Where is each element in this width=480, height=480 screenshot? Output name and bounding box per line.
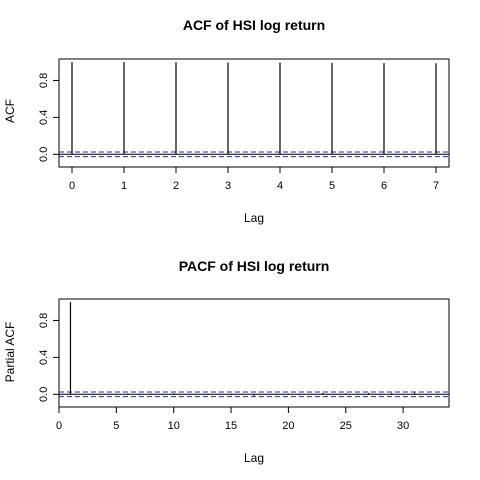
acf-y-tick-label: 0.0 — [38, 147, 50, 162]
pacf-y-tick-label: 0.0 — [38, 387, 50, 402]
pacf-panel: PACF of HSI log return Lag Partial ACF 0… — [3, 258, 450, 465]
pacf-plot-frame — [58, 298, 450, 408]
pacf-y-axis-label: Partial ACF — [3, 322, 17, 383]
pacf-x-tick-label: 15 — [225, 420, 237, 432]
pacf-x-tick-label: 25 — [340, 420, 352, 432]
pacf-x-tick-label: 30 — [397, 420, 409, 432]
acf-y-axis-label: ACF — [3, 99, 17, 123]
acf-y-tick-label: 0.4 — [38, 110, 50, 125]
pacf-y-tick-label: 0.4 — [38, 350, 50, 365]
acf-x-tick-label: 4 — [277, 180, 283, 192]
acf-x-tick-label: 5 — [329, 180, 335, 192]
acf-x-tick-label: 7 — [433, 180, 439, 192]
acf-x-tick-label: 1 — [121, 180, 127, 192]
pacf-x-tick-label: 10 — [168, 420, 180, 432]
pacf-x-tick-label: 20 — [282, 420, 294, 432]
acf-x-axis-label: Lag — [244, 211, 264, 225]
acf-panel: ACF of HSI log return Lag ACF 0 1 2 3 4 5 6 7 0.… — [3, 17, 450, 225]
acf-x-tick-label: 0 — [69, 180, 75, 192]
pacf-y-tick-label: 0.8 — [38, 313, 50, 328]
acf-y-tick-label: 0.8 — [38, 73, 50, 88]
acf-x-tick-label: 2 — [173, 180, 179, 192]
pacf-title: PACF of HSI log return — [179, 258, 330, 274]
acf-x-tick-label: 3 — [225, 180, 231, 192]
acf-plot-frame — [58, 58, 450, 168]
acf-title: ACF of HSI log return — [183, 17, 325, 33]
pacf-x-tick-label: 5 — [113, 420, 119, 432]
pacf-x-tick-label: 0 — [56, 420, 62, 432]
pacf-x-axis-label: Lag — [244, 451, 264, 465]
pacf-marks: 0 5 10 15 20 25 30 0.0 0.4 0.8 — [38, 302, 449, 432]
acf-x-tick-label: 6 — [381, 180, 387, 192]
acf-marks: 0 1 2 3 4 5 6 7 0.0 0.4 0.8 — [38, 62, 449, 192]
